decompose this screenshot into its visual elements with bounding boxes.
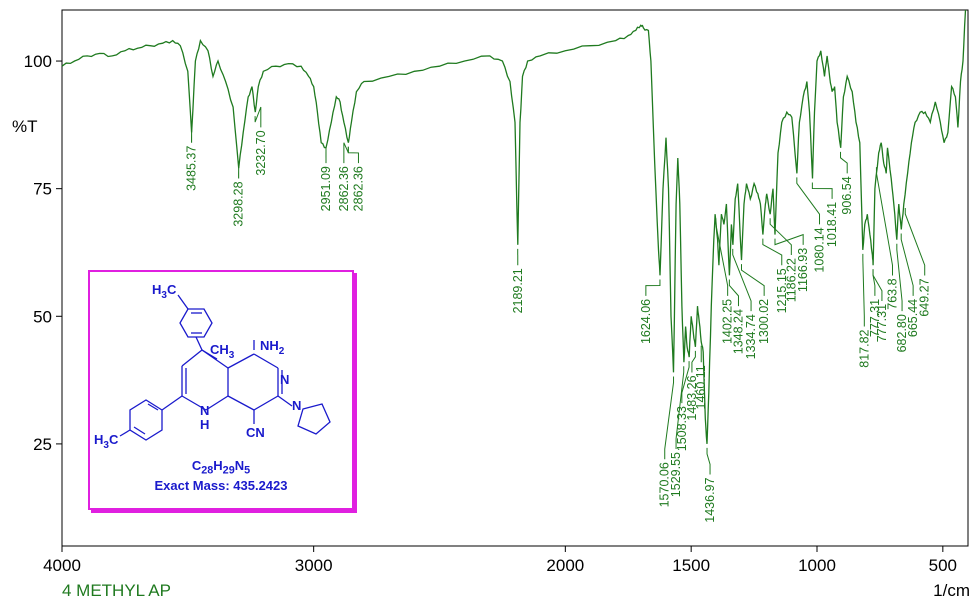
x-tick-label: 500: [929, 556, 957, 575]
peak-label: 777.31: [875, 304, 889, 342]
peak-marker: [254, 106, 262, 128]
x-tick-label: 1000: [798, 556, 836, 575]
molecule-structure: H3C CH3 NH2 N N H CN N H3C: [94, 282, 331, 451]
peak-label: 1508.33: [675, 406, 689, 451]
peak-label: 3298.28: [232, 181, 246, 226]
peak-marker: [675, 366, 685, 450]
peak-label: 2189.21: [511, 268, 525, 313]
peak-label: 1018.41: [825, 202, 839, 247]
peak-marker: [774, 233, 804, 246]
substituent-h3c-bottom: H3C: [94, 432, 119, 451]
series-name: 4 METHYL AP: [62, 581, 171, 600]
substituent-cn: CN: [246, 425, 265, 440]
peak-label: 2951.09: [319, 166, 333, 211]
peak-label: 1529.55: [669, 452, 683, 497]
x-tick-label: 3000: [295, 556, 333, 575]
peak-marker: [896, 243, 903, 312]
peak-label: 1300.02: [757, 299, 771, 344]
peak-marker: [343, 142, 349, 164]
peak-labels: 3485.37 3298.28 3232.70 2951.09 2862.36 2862.…: [185, 130, 932, 522]
x-axis-label: 1/cm: [933, 581, 970, 600]
y-tick-label: 100: [24, 52, 52, 71]
peak-label: 1334.74: [744, 314, 758, 359]
peak-marker: [645, 279, 661, 296]
peak-label: 1348.24: [731, 309, 745, 354]
peak-label: 1166.93: [796, 248, 810, 292]
peak-marker: [664, 376, 675, 460]
bond-lines: [119, 294, 331, 441]
peak-label: 1215.15: [775, 268, 789, 313]
peak-label: 1186.22: [784, 258, 798, 302]
peak-label: 1624.06: [639, 299, 653, 344]
y-tick-label: 50: [33, 307, 52, 326]
peak-label: 665.44: [906, 299, 920, 337]
amine-hydrogen: H: [200, 417, 209, 432]
peak-label: 3485.37: [185, 146, 199, 191]
peak-marker: [732, 248, 752, 312]
peak-marker: [862, 253, 865, 327]
peak-marker: [715, 218, 729, 296]
x-tick-label: 1500: [672, 556, 710, 575]
spectrum-line: [61, 9, 967, 444]
peak-label: 3232.70: [254, 130, 268, 175]
peak-label: 1402.25: [721, 299, 735, 344]
peak-label: 1460.11: [694, 365, 708, 409]
peak-label: 1436.97: [703, 477, 717, 522]
peak-marker: [347, 146, 359, 164]
y-tick-label: 25: [33, 435, 52, 454]
peak-marker: [840, 151, 848, 174]
structure-inset: H3C CH3 NH2 N N H CN N H3C C28H29N5 Exac…: [88, 270, 354, 510]
peak-markers: [191, 106, 926, 475]
peak-label: 682.80: [895, 314, 909, 352]
substituent-nh2: NH2: [260, 338, 285, 357]
peak-marker: [796, 177, 821, 225]
peak-marker: [904, 207, 926, 276]
peak-label: 1080.14: [813, 227, 827, 272]
peak-marker: [728, 279, 739, 307]
peak-label: 2862.36: [337, 166, 351, 211]
peak-marker: [762, 238, 783, 266]
pyrrolidine-nitrogen: N: [292, 398, 301, 413]
x-tick-label: 2000: [546, 556, 584, 575]
peak-label: 763.8: [886, 278, 900, 309]
peak-marker: [740, 264, 765, 296]
peak-marker: [706, 447, 711, 475]
peak-marker: [875, 167, 893, 276]
peak-marker: [900, 233, 914, 296]
peak-marker: [872, 269, 883, 301]
exact-mass: Exact Mass: 435.2423: [154, 478, 288, 493]
amine-nitrogen: N: [200, 403, 209, 418]
peak-marker: [811, 182, 833, 199]
molecular-formula: C28H29N5: [191, 458, 251, 477]
peak-label: 906.54: [840, 176, 854, 214]
peak-label: 1483.26: [685, 375, 699, 420]
peak-marker: [691, 350, 696, 373]
peak-label: 649.27: [918, 278, 932, 316]
y-axis-label: %T: [12, 117, 38, 136]
peak-label: 817.82: [857, 329, 871, 367]
peak-label: 777.31: [868, 299, 882, 337]
peak-marker: [769, 218, 792, 256]
substituent-ch3: CH3: [210, 342, 235, 361]
substituent-h3c-top: H3C: [152, 282, 177, 301]
x-tick-label: 4000: [43, 556, 81, 575]
plot-frame: [61, 9, 969, 547]
x-axis-ticks: 4000 3000 2000 1500 1000 500: [43, 546, 957, 575]
peak-label: 1570.06: [658, 462, 672, 507]
peak-marker: [681, 361, 690, 404]
peak-label: 2862.36: [351, 166, 365, 211]
y-axis-ticks: 25 50 75 100: [24, 52, 62, 454]
ring-nitrogen: N: [280, 372, 289, 387]
y-tick-label: 75: [33, 180, 52, 199]
